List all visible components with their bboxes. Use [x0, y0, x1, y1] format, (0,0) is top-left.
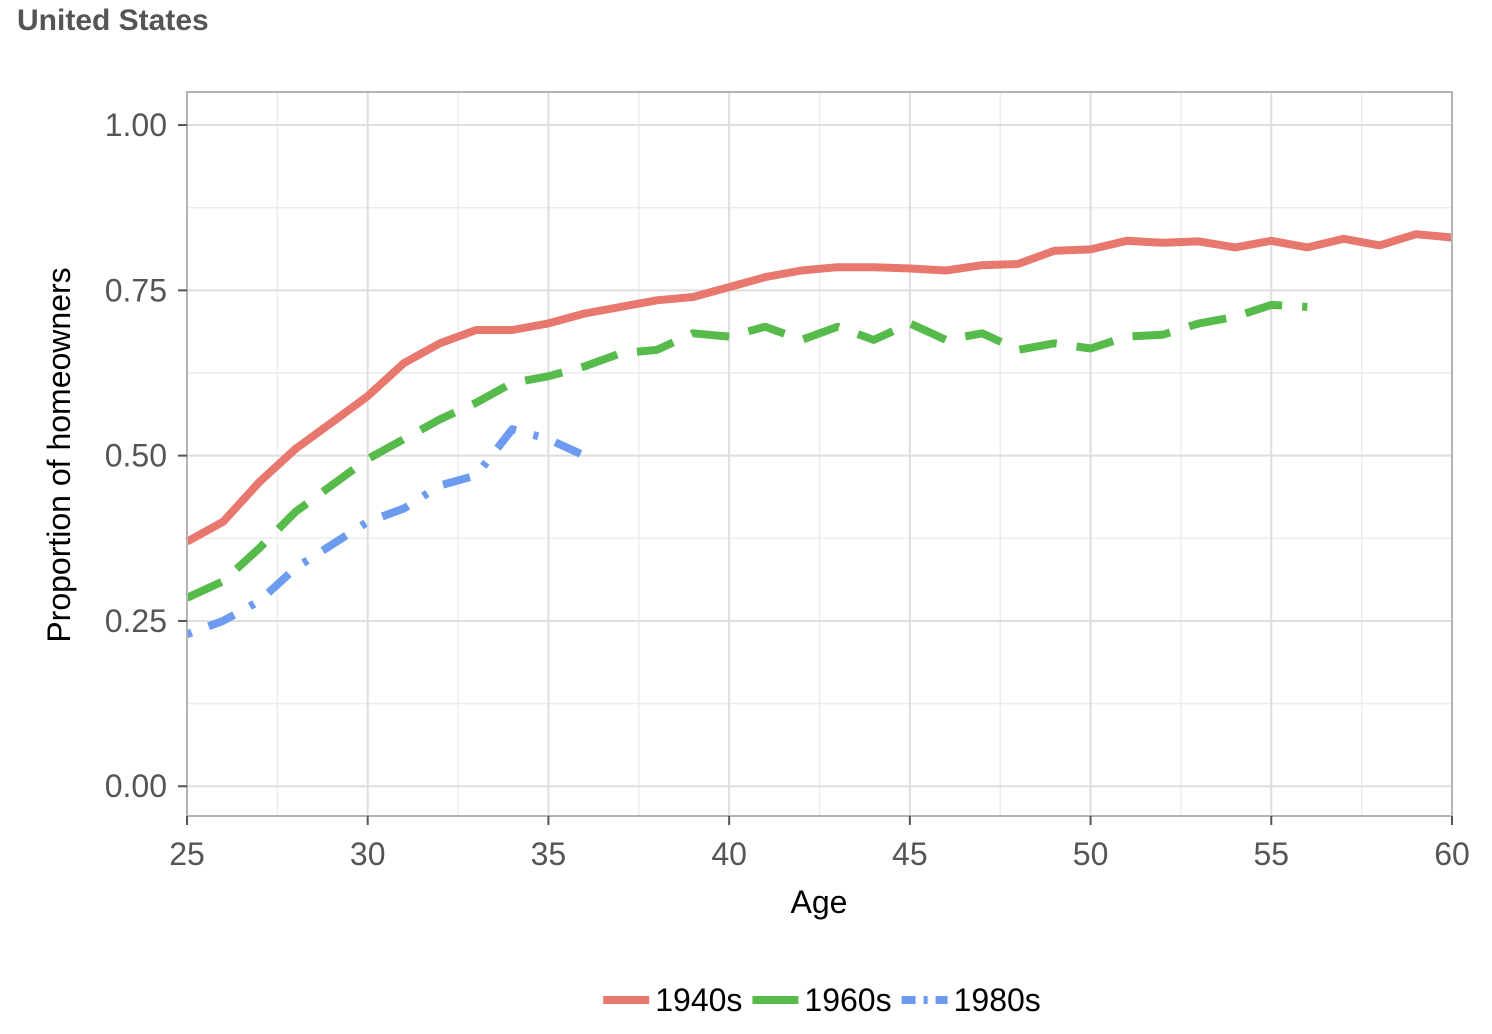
y-tick-label: 0.50: [105, 438, 167, 474]
chart-title: United States: [17, 4, 209, 37]
plot-panel-border: [186, 91, 1453, 817]
y-tick-label: 0.75: [105, 272, 167, 308]
y-axis: 0.00 0.25 0.50 0.75 1.00: [105, 107, 187, 804]
x-tick-label: 40: [711, 836, 747, 872]
legend-label-1980s: 1980s: [954, 982, 1041, 1018]
y-tick-label: 0.00: [105, 768, 167, 804]
minor-gridlines: [187, 92, 1452, 816]
series-lines: [185, 230, 1453, 638]
legend: 1940s 1960s 1980s: [603, 982, 1041, 1018]
y-tick-label: 0.25: [105, 603, 167, 639]
x-tick-label: 50: [1073, 836, 1109, 872]
series-line-1960s: [185, 300, 1308, 602]
x-tick-label: 30: [350, 836, 386, 872]
x-axis: 25 30 35 40 45 50 55 60: [169, 816, 1470, 872]
y-axis-title: Proportion of homeowners: [41, 267, 77, 642]
y-tick-label: 1.00: [105, 107, 167, 143]
series-line-1940s: [185, 230, 1453, 546]
x-axis-title: Age: [791, 884, 848, 920]
series-line-1980s: [185, 425, 587, 638]
x-tick-label: 35: [531, 836, 567, 872]
x-tick-label: 60: [1434, 836, 1470, 872]
x-tick-label: 25: [169, 836, 205, 872]
legend-label-1940s: 1940s: [655, 982, 742, 1018]
x-tick-label: 45: [892, 836, 928, 872]
x-tick-label: 55: [1253, 836, 1289, 872]
legend-label-1960s: 1960s: [804, 982, 891, 1018]
